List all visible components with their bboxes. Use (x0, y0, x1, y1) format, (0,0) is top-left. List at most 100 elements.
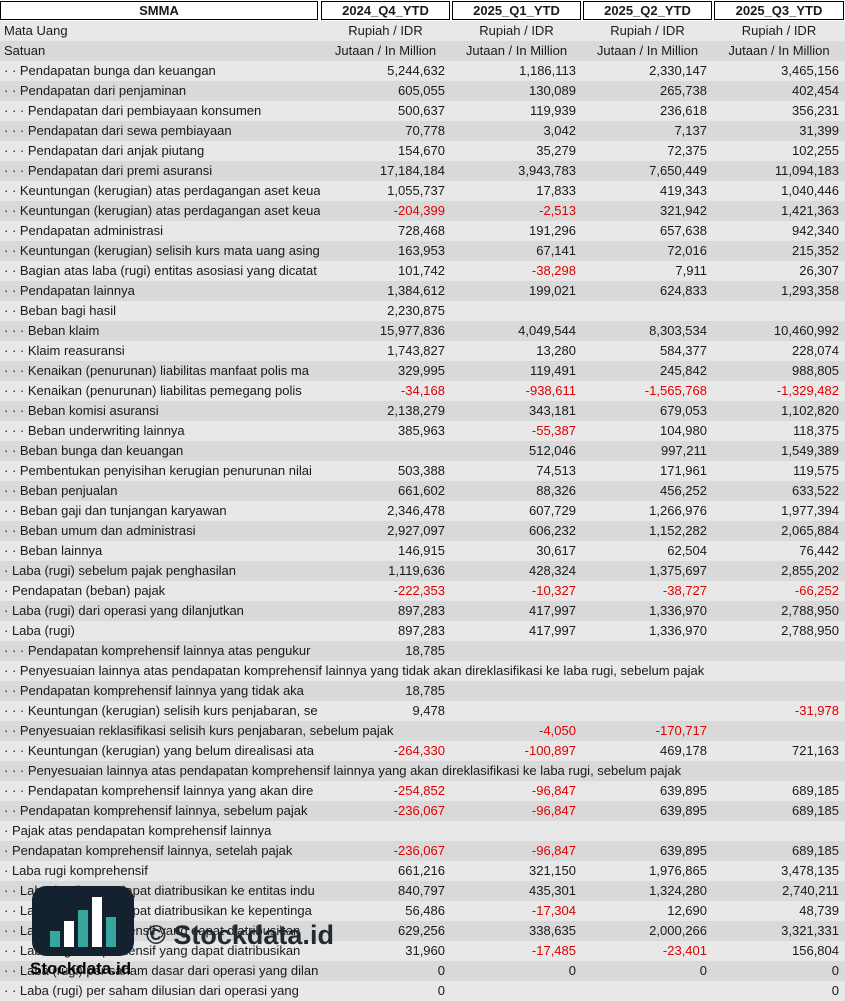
row-label: · · Beban bunga dan keuangan (4, 443, 184, 458)
cell-value: 156,804 (792, 943, 839, 958)
col-header-label: 2025_Q2_YTD (583, 1, 712, 20)
cell-value (451, 641, 582, 661)
cell-value: 2,788,950 (781, 623, 839, 638)
table-row: · Laba (rugi) sebelum pajak penghasilan 1… (0, 561, 845, 581)
cell-value: 72,375 (667, 143, 707, 158)
table-row: · · Pendapatan komprehensif lainnya, seb… (0, 801, 845, 821)
currency-value: Rupiah / IDR (610, 23, 685, 38)
cell-value: 171,961 (660, 463, 707, 478)
cell-value: 17,184,184 (379, 163, 445, 178)
table-row: · Laba (rugi) dari operasi yang dilanjut… (0, 601, 845, 621)
cell-value: 417,997 (529, 623, 576, 638)
row-label: · · · Pendapatan dari premi asuransi (4, 163, 213, 178)
row-label: · · Pendapatan lainnya (4, 283, 135, 298)
table-row: · · · Pendapatan dari pembiayaan konsume… (0, 101, 845, 121)
cell-value: 118,375 (792, 423, 839, 438)
row-label: · · Beban umum dan administrasi (4, 523, 196, 538)
cell-value: 1,186,113 (519, 63, 576, 78)
cell-value: 3,943,783 (518, 163, 576, 178)
row-label: · · Keuntungan (kerugian) atas perdagang… (4, 183, 320, 198)
row-label: · · · Keuntungan (kerugian) yang belum d… (4, 743, 315, 758)
cell-value: 1,336,970 (649, 623, 707, 638)
row-label: · · · Pendapatan komprehensif lainnya at… (4, 643, 311, 658)
cell-value: -31,978 (794, 703, 839, 718)
cell-value: -17,304 (531, 903, 576, 918)
cell-value: 605,055 (398, 83, 445, 98)
cell-value: 72,016 (667, 243, 707, 258)
cell-value: 265,738 (660, 83, 707, 98)
table-row: · · Laba (rugi) per saham dasar dari ope… (0, 961, 845, 981)
table-row: · · · Pendapatan dari sewa pembiayaan 70,… (0, 121, 845, 141)
cell-value: 428,324 (529, 563, 576, 578)
table-row: · · Keuntungan (kerugian) selisih kurs m… (0, 241, 845, 261)
cell-value: 3,478,135 (781, 863, 839, 878)
cell-value: 8,303,534 (649, 323, 707, 338)
cell-value: 1,421,363 (781, 203, 839, 218)
cell-value: 102,255 (792, 143, 839, 158)
cell-value: 0 (568, 963, 576, 978)
row-label: · Pajak atas pendapatan komprehensif lai… (4, 823, 272, 838)
cell-value: -38,727 (662, 583, 707, 598)
bar-chart-icon (50, 897, 116, 947)
table-row: · Laba rugi komprehensif 661,216 321,150 1,… (0, 861, 845, 881)
cell-value: 245,842 (660, 363, 707, 378)
table-row: · · Beban gaji dan tunjangan karyawan 2,3… (0, 501, 845, 521)
table-row: · · Laba (rugi) per saham dilusian dari … (0, 981, 845, 1001)
cell-value: -204,399 (393, 203, 445, 218)
cell-value: 163,953 (398, 243, 445, 258)
cell-value: -100,897 (524, 743, 576, 758)
cell-value: 1,293,358 (781, 283, 839, 298)
row-label: · Laba (rugi) sebelum pajak penghasilan (4, 563, 236, 578)
table-row: · · Pendapatan komprehensif lainnya yang… (0, 681, 845, 701)
cell-value: 1,102,820 (781, 403, 839, 418)
row-label: · · · Kenaikan (penurunan) liabilitas ma… (4, 363, 309, 378)
cell-value: 657,638 (660, 223, 707, 238)
row-label: · · Beban bagi hasil (4, 303, 117, 318)
cell-value: 419,343 (660, 183, 707, 198)
cell-value: 2,346,478 (387, 503, 445, 518)
cell-value: 728,468 (398, 223, 445, 238)
cell-value: 119,575 (792, 463, 839, 478)
cell-value: 1,055,737 (387, 183, 445, 198)
cell-value (582, 681, 713, 701)
cell-value: -254,852 (393, 783, 445, 798)
cell-value: 76,442 (799, 543, 839, 558)
cell-value (451, 981, 582, 1001)
cell-value: 3,465,156 (781, 63, 839, 78)
cell-value: 584,377 (660, 343, 707, 358)
row-label: · · · Pendapatan dari sewa pembiayaan (4, 123, 232, 138)
cell-value: 0 (437, 983, 445, 998)
cell-value: 0 (831, 963, 839, 978)
cell-value: 67,141 (536, 243, 576, 258)
cell-value: -96,847 (531, 803, 576, 818)
cell-value (451, 701, 582, 721)
row-label: · Laba (rugi) (4, 623, 75, 638)
cell-value: 7,650,449 (649, 163, 707, 178)
cell-value: 338,635 (529, 923, 576, 938)
cell-value: -264,330 (393, 743, 445, 758)
cell-value (582, 821, 713, 841)
unit-row: Satuan Jutaan / In Million Jutaan / In M… (0, 41, 845, 61)
cell-value: 62,504 (667, 543, 707, 558)
cell-value: 88,326 (536, 483, 576, 498)
table-row: · · · Pendapatan komprehensif lainnya ya… (0, 781, 845, 801)
cell-value: 417,997 (529, 603, 576, 618)
cell-value: 1,976,865 (649, 863, 707, 878)
cell-value: 119,491 (529, 363, 576, 378)
table-row: · · Bagian atas laba (rugi) entitas asos… (0, 261, 845, 281)
cell-value: 17,833 (536, 183, 576, 198)
cell-value: -23,401 (662, 943, 707, 958)
col-header-q4: 2024_Q4_YTD (320, 0, 451, 21)
cell-value: 2,927,097 (387, 523, 445, 538)
cell-value: 321,942 (660, 203, 707, 218)
cell-value: 2,330,147 (649, 63, 707, 78)
cell-value (713, 681, 845, 701)
cell-value: 199,021 (529, 283, 576, 298)
unit-value: Jutaan / In Million (728, 43, 830, 58)
cell-value: 119,939 (529, 103, 576, 118)
cell-value (713, 641, 845, 661)
cell-value: 512,046 (529, 443, 576, 458)
cell-value: 5,244,632 (387, 63, 445, 78)
cell-value: 70,778 (405, 123, 445, 138)
cell-value: 7,137 (674, 123, 707, 138)
